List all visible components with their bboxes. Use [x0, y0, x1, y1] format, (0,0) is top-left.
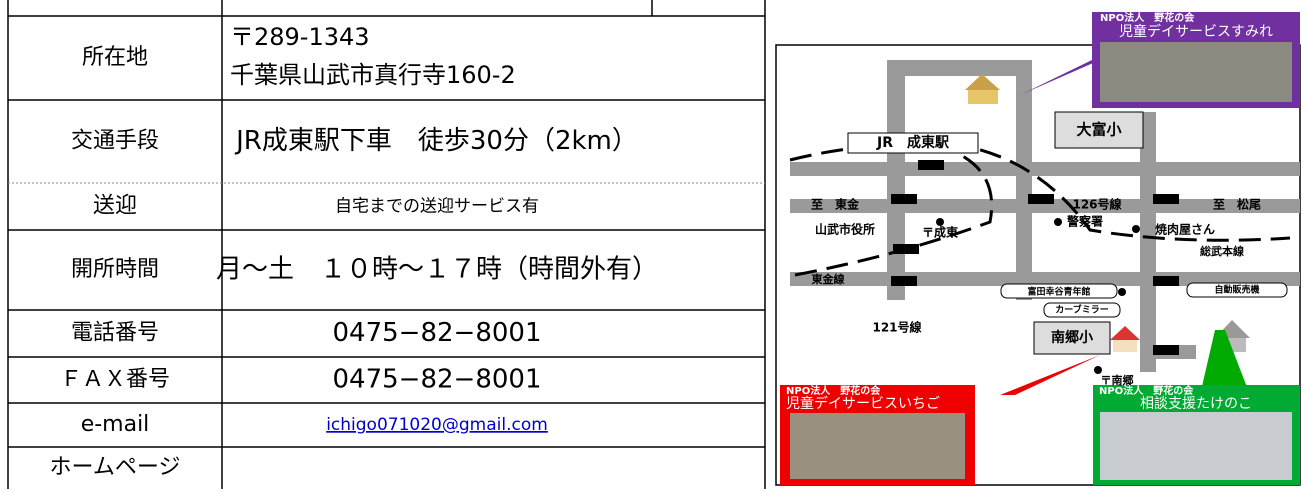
row-value: 月～土 １０時～１７時（時間外有） [216, 255, 658, 285]
map-label: 東金線 [812, 272, 845, 286]
row-value: 自宅までの送迎サービス有 [335, 197, 539, 217]
map-label: 山武市役所 [815, 222, 875, 237]
map-label: 自動販売機 [1214, 284, 1259, 296]
table-frame [7, 0, 766, 489]
map-label: 〒南郷 [1101, 373, 1134, 387]
callout-name: 相談支援たけのこ [1140, 396, 1252, 412]
row-value: 0475−82−8001 [333, 318, 542, 348]
row-label: 交通手段 [71, 129, 159, 154]
row-label: ホームページ [50, 455, 181, 480]
row-label: 所在地 [82, 45, 148, 70]
map-label: 総武本線 [1200, 244, 1244, 258]
map-label: 焼肉屋さん [1155, 222, 1215, 237]
address-line: 千葉県山武市真行寺160-2 [230, 61, 516, 89]
map-label: 126号線 [1072, 197, 1121, 212]
map-label: 警察署 [1066, 214, 1103, 229]
map-label: 至 松尾 [1213, 197, 1261, 212]
row-value: JR成東駅下車 徒歩30分（2km） [234, 126, 638, 156]
map [775, 12, 1301, 486]
row-value: 0475−82−8001 [333, 365, 542, 395]
row-label: ＦＡＸ番号 [60, 367, 170, 392]
row-label: 電話番号 [71, 321, 159, 346]
map-label: JR 成東駅 [876, 134, 950, 151]
callout-org: NPO法人 野花の会 [1100, 11, 1194, 24]
map-label: 〒成東 [922, 225, 958, 240]
map-label: カーブミラー [1055, 304, 1108, 316]
callout-org: NPO法人 野花の会 [1099, 384, 1193, 397]
map-label: 121号線 [872, 320, 921, 335]
row-label: e-mail [81, 412, 150, 437]
callout-org: NPO法人 野花の会 [786, 384, 880, 397]
map-label: 大富小 [1076, 121, 1121, 139]
email-link[interactable]: ichigo071020@gmail.com [326, 415, 548, 435]
map-label: 富田幸谷青年館 [1027, 286, 1090, 298]
row-label: 開所時間 [71, 257, 159, 282]
map-label: 南郷小 [1051, 329, 1093, 346]
callout-name: 児童デイサービスいちご [786, 395, 940, 412]
callout-name: 児童デイサービスすみれ [1119, 23, 1273, 40]
row-label: 送迎 [93, 194, 137, 219]
address-line: 〒289-1343 [230, 23, 370, 51]
map-label: 至 東金 [811, 197, 860, 212]
